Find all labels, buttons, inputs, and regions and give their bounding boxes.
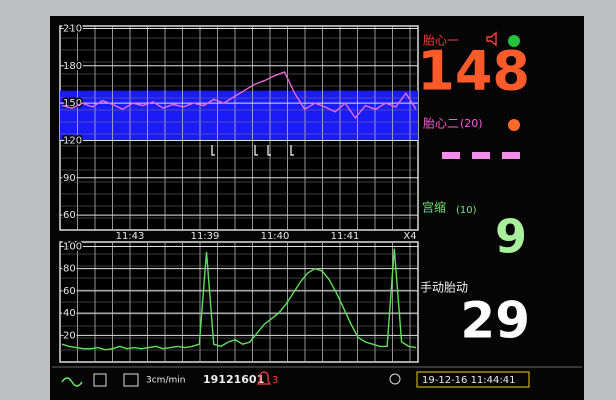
sound-icon: [486, 31, 497, 47]
y-tick-label: 60: [63, 210, 76, 221]
fhr2-dash: [442, 152, 460, 159]
y-tick-label: 80: [63, 264, 76, 275]
user-icon: [389, 373, 401, 385]
trace: [61, 248, 417, 351]
fm-label: 手动胎动: [420, 281, 468, 295]
toco-value: 9: [495, 210, 527, 264]
fhr1-value: 148: [417, 40, 530, 103]
fm-value: 29: [460, 292, 530, 350]
event-marker: [267, 145, 271, 156]
y-tick-label: 90: [63, 173, 76, 184]
event-marker: [254, 145, 258, 156]
toco-chart: 100 80 60 40 20: [59, 240, 419, 363]
y-tick-label: 20: [63, 330, 76, 341]
paper-icon: [123, 373, 139, 387]
record-id: 19121601: [203, 373, 264, 386]
speed: 3cm/min: [146, 376, 185, 386]
datetime-box: [416, 371, 530, 388]
y-tick-label: 40: [63, 308, 76, 319]
printer-icon: [93, 373, 107, 387]
fhr2-indicator: [508, 119, 520, 131]
datetime: 19-12-16 11:44:41: [422, 375, 515, 386]
fhr2-dash: [472, 152, 490, 159]
time-label: 11:43: [116, 231, 145, 242]
y-tick-label: 60: [63, 286, 76, 297]
toco-zero: (10): [456, 205, 477, 216]
fhr1-indicator: [508, 35, 520, 47]
normal-band: [60, 90, 418, 141]
trace: [61, 71, 417, 120]
speed-factor: X4: [403, 231, 416, 242]
event-marker: [290, 145, 294, 156]
alarm-icon: [256, 371, 272, 385]
time-label: 11:39: [191, 231, 220, 242]
y-tick-label: 120: [63, 135, 82, 146]
alarm-count: 3: [272, 375, 278, 386]
time-label: 11:41: [331, 231, 360, 242]
y-tick-label: 210: [63, 23, 82, 34]
fhr2-channel: (20): [460, 117, 483, 130]
fhr2-dash: [502, 152, 520, 159]
y-tick-label: 100: [63, 241, 82, 252]
y-tick-label: 180: [63, 61, 82, 72]
fhr1-label: 胎心一: [423, 34, 459, 48]
time-label: 11:40: [261, 231, 290, 242]
event-marker: [211, 145, 215, 156]
fhr2-label: 胎心二: [423, 117, 459, 131]
toco-label: 宫缩: [422, 200, 446, 215]
wave-icon: [61, 377, 83, 387]
